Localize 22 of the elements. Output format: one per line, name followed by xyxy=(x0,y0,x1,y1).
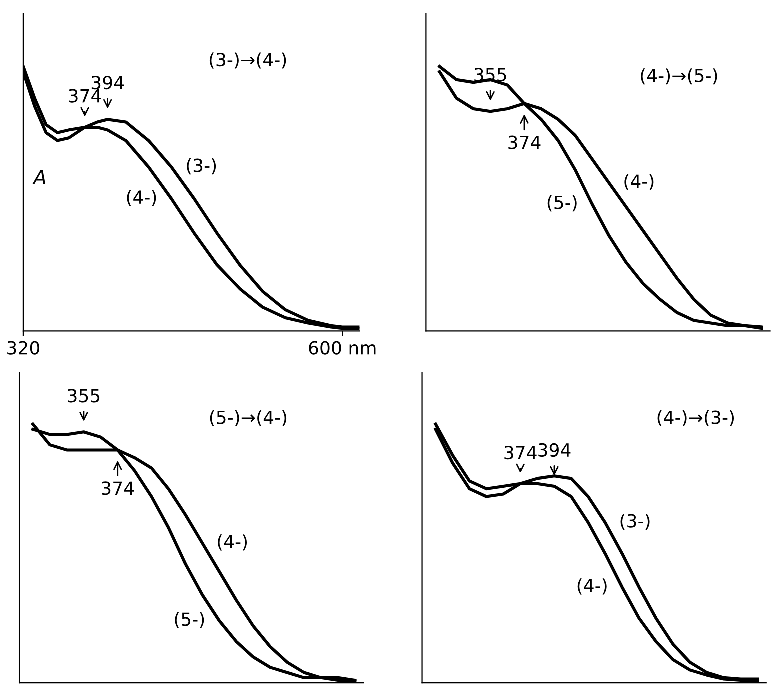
y-axis-title: A xyxy=(32,170,46,184)
annotation: 394 xyxy=(92,76,124,90)
series-label: (3-) xyxy=(187,158,216,175)
annotation: 374 xyxy=(508,136,541,150)
series-label: (4-) xyxy=(578,578,607,595)
annotation: 374 xyxy=(102,482,134,496)
annotation: (4-)→(3-) xyxy=(658,410,734,427)
annotation: (5-)→(4-) xyxy=(210,410,287,427)
annotation: (3-)→(4-) xyxy=(210,52,286,69)
x-tick-label: 320 xyxy=(8,341,40,355)
series-label: (4-) xyxy=(127,190,156,206)
text: 355 xyxy=(68,389,100,403)
x-tick-label: 600 nm xyxy=(309,341,376,355)
annotation: 394 xyxy=(538,443,571,458)
annotation: (4-)→(5-) xyxy=(641,68,718,85)
annotation: 374 xyxy=(69,89,102,103)
series-label: (4-) xyxy=(624,174,654,190)
series-label: (5-) xyxy=(548,196,577,212)
annotation: 374 xyxy=(504,446,537,460)
series-label: (5-) xyxy=(175,612,204,628)
series-label: (4-) xyxy=(218,534,248,551)
series-label: (3-) xyxy=(620,514,650,530)
